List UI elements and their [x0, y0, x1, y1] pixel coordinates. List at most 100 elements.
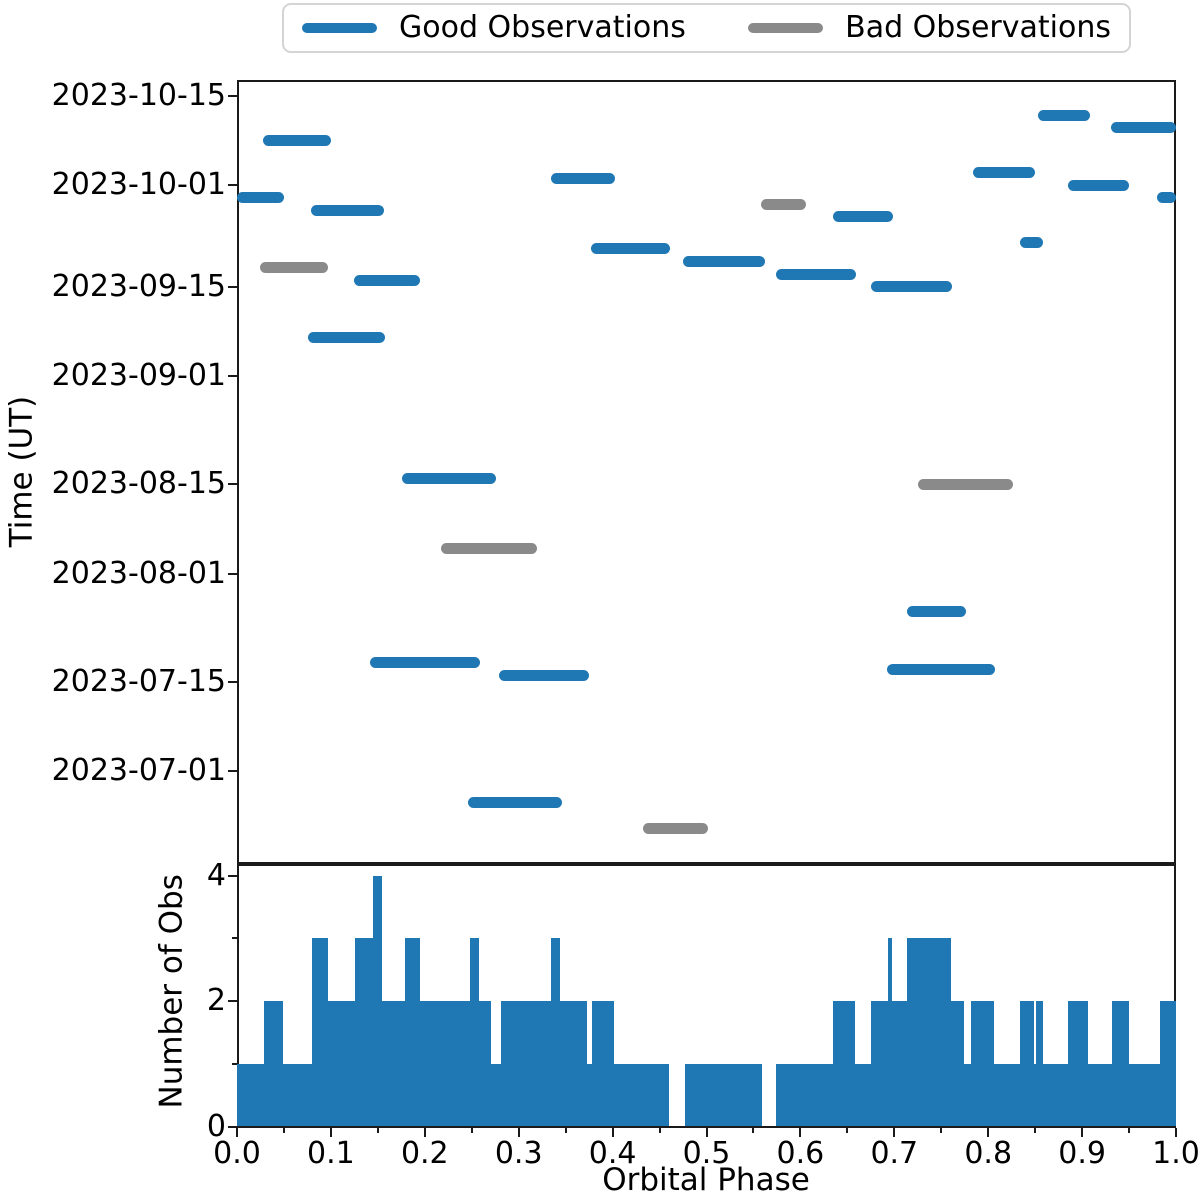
histogram-bar	[833, 1001, 855, 1127]
histogram-bar	[684, 1063, 762, 1127]
histogram-bar	[490, 1063, 501, 1127]
histogram-bar	[328, 1001, 356, 1127]
histogram-bar	[1020, 1001, 1035, 1127]
time-axis-tick-label: 2023-07-01	[51, 753, 226, 788]
phase-axis-tick	[799, 1128, 802, 1137]
phase-axis-tick	[611, 1128, 614, 1137]
obs-axis-tick-label: 0	[206, 1108, 226, 1144]
histogram-bar	[587, 1063, 592, 1127]
good-observation-segment	[973, 166, 1036, 178]
histogram-bar	[854, 1063, 871, 1127]
legend-label-good: Good Observations	[399, 10, 686, 45]
bad-observation-segment	[259, 262, 329, 274]
histogram-bar	[1034, 1063, 1037, 1127]
histogram-bar	[887, 938, 893, 1127]
histogram-bar	[381, 1001, 406, 1127]
histogram-bar	[971, 1001, 994, 1127]
time-axis-tick	[228, 184, 237, 187]
timeline-panel	[237, 80, 1176, 864]
histogram-bar	[1036, 1001, 1043, 1127]
phase-axis-minor-tick	[752, 1128, 755, 1133]
phase-axis-minor-tick	[282, 1128, 285, 1133]
histogram-bar	[373, 875, 382, 1127]
histogram-bar	[469, 938, 480, 1127]
histogram-bar	[1087, 1063, 1113, 1127]
obs-axis-tick	[228, 874, 237, 877]
time-axis-tick-label: 2023-09-01	[51, 358, 226, 394]
time-axis-tick	[228, 680, 237, 683]
legend-item-bad-observations: Bad Observations	[748, 13, 1111, 43]
good-observation-segment	[870, 281, 952, 293]
histogram-bar	[614, 1063, 669, 1127]
good-observation-segment	[354, 275, 421, 287]
time-axis-tick-label: 2023-10-01	[51, 167, 226, 203]
good-observation-segment	[1068, 179, 1130, 191]
phase-axis-tick	[987, 1128, 990, 1137]
phase-axis-tick	[423, 1128, 426, 1137]
phase-axis-minor-tick	[940, 1128, 943, 1133]
time-axis-tick	[228, 375, 237, 378]
good-observation-segment	[906, 606, 966, 618]
phase-axis-tick-label: 0.1	[307, 1136, 355, 1171]
obs-axis-tick-label: 2	[206, 983, 226, 1019]
good-observation-segment	[683, 256, 765, 267]
phase-axis-tick	[329, 1128, 332, 1137]
histogram-bar	[963, 1063, 972, 1127]
obs-axis-tick-label: 4	[206, 857, 226, 893]
phase-axis-minor-tick	[1128, 1128, 1131, 1133]
histogram-bar	[1068, 1001, 1088, 1127]
phase-axis-minor-tick	[564, 1128, 567, 1133]
histogram-bar	[1042, 1063, 1068, 1127]
histogram-bar	[237, 1063, 265, 1127]
good-observation-segment	[833, 211, 894, 223]
bad-observation-segment	[440, 542, 538, 554]
phase-axis-tick-label: 0.6	[776, 1136, 825, 1171]
good-observations-line-icon	[302, 23, 377, 33]
histogram-bar	[355, 938, 374, 1127]
histogram-bar	[950, 1001, 964, 1127]
bad-observation-segment	[917, 478, 1013, 490]
obs-axis-minor-tick	[232, 937, 237, 940]
phase-axis-tick-label: 0.9	[1058, 1136, 1106, 1171]
phase-axis-tick	[1081, 1128, 1084, 1137]
phase-axis-tick-label: 0.8	[964, 1136, 1013, 1171]
legend-item-good-observations: Good Observations	[302, 13, 686, 43]
phase-axis-tick-label: 0.2	[400, 1136, 449, 1171]
legend: Good Observations Bad Observations	[282, 3, 1131, 53]
time-axis-tick	[228, 572, 237, 575]
histogram-bar	[312, 938, 329, 1127]
phase-axis-tick	[236, 1128, 238, 1137]
phase-axis-tick	[1175, 1128, 1177, 1137]
histogram-bar	[550, 938, 560, 1127]
time-axis-tick-label: 2023-07-15	[51, 663, 226, 699]
bad-observations-line-icon	[748, 23, 824, 33]
time-axis-tick	[228, 94, 237, 97]
time-axis-tick	[228, 770, 237, 772]
good-observation-segment	[550, 173, 616, 185]
time-axis-tick	[228, 285, 237, 288]
histogram-bar	[1112, 1001, 1130, 1127]
time-axis-tick-label: 2023-08-15	[51, 466, 226, 502]
histogram-bar	[775, 1063, 834, 1127]
good-observation-segment	[467, 797, 562, 809]
orbital-phase-axis-title: Orbital Phase	[602, 1162, 810, 1198]
good-observation-segment	[886, 663, 995, 675]
phase-axis-minor-tick	[470, 1128, 473, 1133]
phase-axis-minor-tick	[846, 1128, 849, 1133]
phase-axis-tick	[893, 1128, 896, 1137]
phase-axis-tick-label: 0.3	[494, 1136, 543, 1171]
obs-axis-minor-tick	[232, 1062, 237, 1065]
histogram-bar	[993, 1063, 1021, 1127]
phase-axis-minor-tick	[1034, 1128, 1037, 1133]
phase-axis-tick-label: 1.0	[1152, 1136, 1200, 1171]
histogram-bar	[405, 938, 421, 1127]
histogram-bar	[870, 1001, 888, 1127]
time-axis-tick-label: 2023-08-01	[51, 555, 226, 591]
histogram-bar	[892, 1001, 907, 1127]
histogram-bar	[264, 1001, 283, 1127]
good-observation-segment	[1157, 192, 1176, 204]
bad-observation-segment	[642, 822, 709, 834]
histogram-bar	[1160, 1001, 1176, 1127]
histogram-bar	[591, 1001, 615, 1127]
